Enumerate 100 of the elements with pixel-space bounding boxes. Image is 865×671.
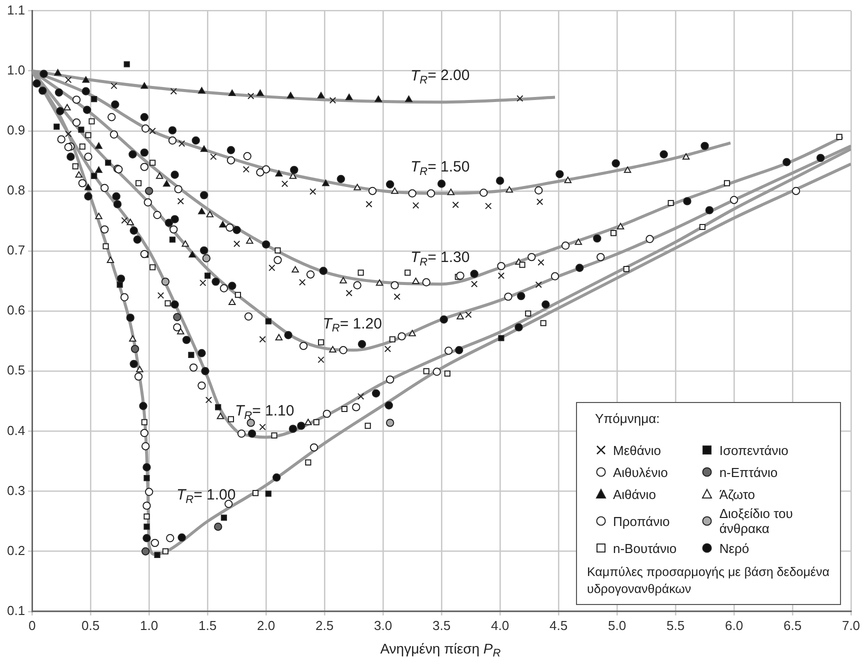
point [259, 424, 266, 430]
point [108, 113, 116, 122]
point [124, 61, 130, 68]
point [88, 118, 95, 124]
point [298, 278, 306, 286]
point [170, 88, 177, 95]
point [177, 198, 184, 205]
point [110, 130, 118, 139]
point [668, 200, 674, 206]
point [129, 335, 136, 342]
point [65, 130, 72, 138]
point [408, 330, 416, 336]
y-tick-label: 1.1 [6, 2, 26, 18]
point [528, 252, 536, 262]
point [164, 300, 171, 306]
point [135, 180, 142, 186]
y-tick-label: 0.1 [6, 602, 26, 618]
point [390, 281, 399, 290]
legend-label: Αιθυλένιο [613, 464, 668, 480]
x-tick-label: 6.0 [724, 618, 744, 633]
point [142, 502, 151, 510]
point [72, 96, 81, 104]
point [64, 143, 72, 152]
point [64, 104, 71, 110]
legend-label: n-Βουτάνιο [613, 540, 677, 556]
point [72, 118, 81, 127]
point [405, 96, 412, 102]
point [178, 140, 186, 147]
point [78, 179, 86, 188]
point [106, 256, 114, 263]
point [141, 419, 148, 426]
point [226, 156, 236, 164]
point [198, 381, 206, 390]
point [561, 242, 570, 250]
point [275, 170, 283, 176]
y-tick-label: 0.9 [6, 122, 26, 138]
point [141, 547, 150, 556]
y-tick-label: 0.2 [6, 542, 26, 558]
point [305, 459, 312, 466]
point [220, 514, 227, 521]
point [274, 247, 281, 254]
annotation: Καμπύλες προσαρμογής με βάση δεδομένα υδρογονανθράκων [587, 564, 830, 598]
point [100, 184, 109, 192]
point [352, 403, 360, 412]
point [198, 87, 206, 94]
point [214, 522, 222, 531]
point [274, 256, 282, 264]
x-tick-label: 0 [28, 618, 36, 633]
point [465, 311, 472, 318]
point [498, 272, 505, 279]
point [596, 252, 605, 262]
point [205, 396, 212, 404]
x-tick-label: 5.0 [608, 618, 626, 633]
point [204, 272, 211, 279]
point [322, 410, 331, 418]
point [91, 172, 98, 180]
point [485, 202, 492, 210]
point [189, 363, 198, 372]
point [126, 218, 134, 226]
point [174, 185, 182, 194]
point [170, 225, 178, 234]
y-tick-label: 0.4 [6, 422, 26, 438]
point [206, 210, 214, 218]
point [177, 328, 184, 334]
point [339, 346, 348, 354]
point [412, 202, 420, 209]
x-tick-label: 5.5 [666, 618, 685, 633]
point [386, 418, 394, 427]
point [329, 96, 336, 104]
point [173, 323, 182, 332]
y-tick-label: 0.7 [6, 242, 26, 258]
point [79, 143, 86, 150]
point [682, 153, 690, 160]
point [220, 284, 228, 292]
point [228, 90, 236, 96]
point [130, 344, 140, 354]
point [432, 368, 441, 376]
point [243, 152, 252, 160]
point [366, 200, 372, 208]
point [110, 82, 118, 90]
y-tick-label: 0.6 [6, 302, 26, 318]
legend-title: Υπόμνημα: [595, 411, 661, 426]
point [368, 186, 377, 196]
point [384, 346, 392, 352]
point [150, 264, 156, 270]
point [54, 124, 60, 130]
point [85, 132, 92, 138]
point [144, 513, 150, 520]
point [54, 69, 62, 76]
point [216, 412, 224, 420]
point [78, 126, 84, 133]
point [550, 272, 560, 280]
point [252, 490, 259, 496]
point [364, 422, 371, 429]
point [237, 430, 246, 438]
point [244, 312, 253, 321]
point [95, 212, 102, 220]
x-tick-label: 0.5 [82, 618, 100, 633]
point [144, 524, 150, 530]
point [120, 293, 129, 302]
